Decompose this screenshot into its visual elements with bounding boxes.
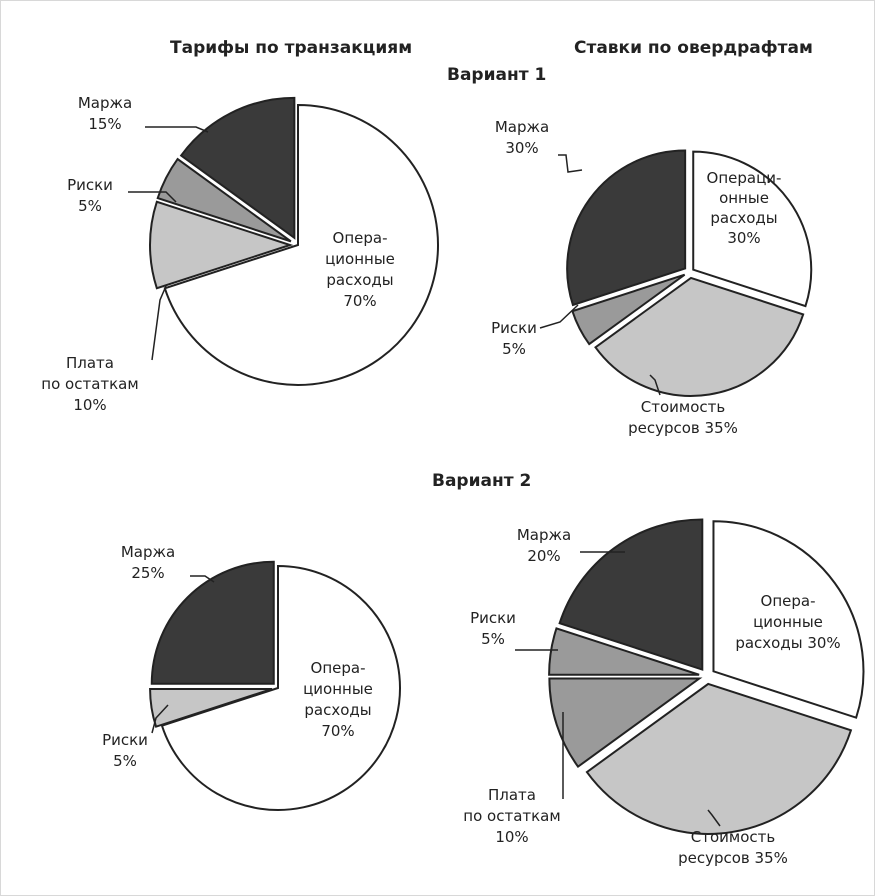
leader-line [558, 155, 582, 172]
slice-label: Риски 5% [491, 319, 537, 358]
slice-label: Маржа 15% [78, 94, 132, 133]
slice-label: Маржа 20% [517, 526, 571, 565]
slice-label: Стоимость ресурсов 35% [628, 398, 738, 437]
slice-label: Стоимость ресурсов 35% [678, 828, 788, 867]
pie-chart-2: Операци-онные расходы 30%Стоимость ресурсов… [491, 118, 811, 437]
pie-chart-4: Опера-ционные расходы 30%Стоимость ресурсо… [463, 520, 863, 867]
slice-label: Плата по остаткам 10% [463, 786, 560, 846]
slice-label: Маржа 30% [495, 118, 549, 157]
pie-slice-маржа [152, 562, 274, 684]
slice-label: Риски 5% [470, 609, 516, 648]
pie-chart-1: Опера-ционные расходы 70%Плата по остаткам 1… [41, 94, 438, 414]
slice-label: Плата по остаткам 10% [41, 354, 138, 414]
slice-label: Маржа 25% [121, 543, 175, 582]
pie-chart-3: Опера-ционные расходы 70%Риски 5%Маржа 25% [102, 543, 400, 810]
leader-line [145, 127, 208, 132]
leader-line [540, 305, 578, 328]
slice-label: Риски 5% [102, 731, 148, 770]
leader-line [152, 286, 166, 360]
slice-label: Риски 5% [67, 176, 113, 215]
